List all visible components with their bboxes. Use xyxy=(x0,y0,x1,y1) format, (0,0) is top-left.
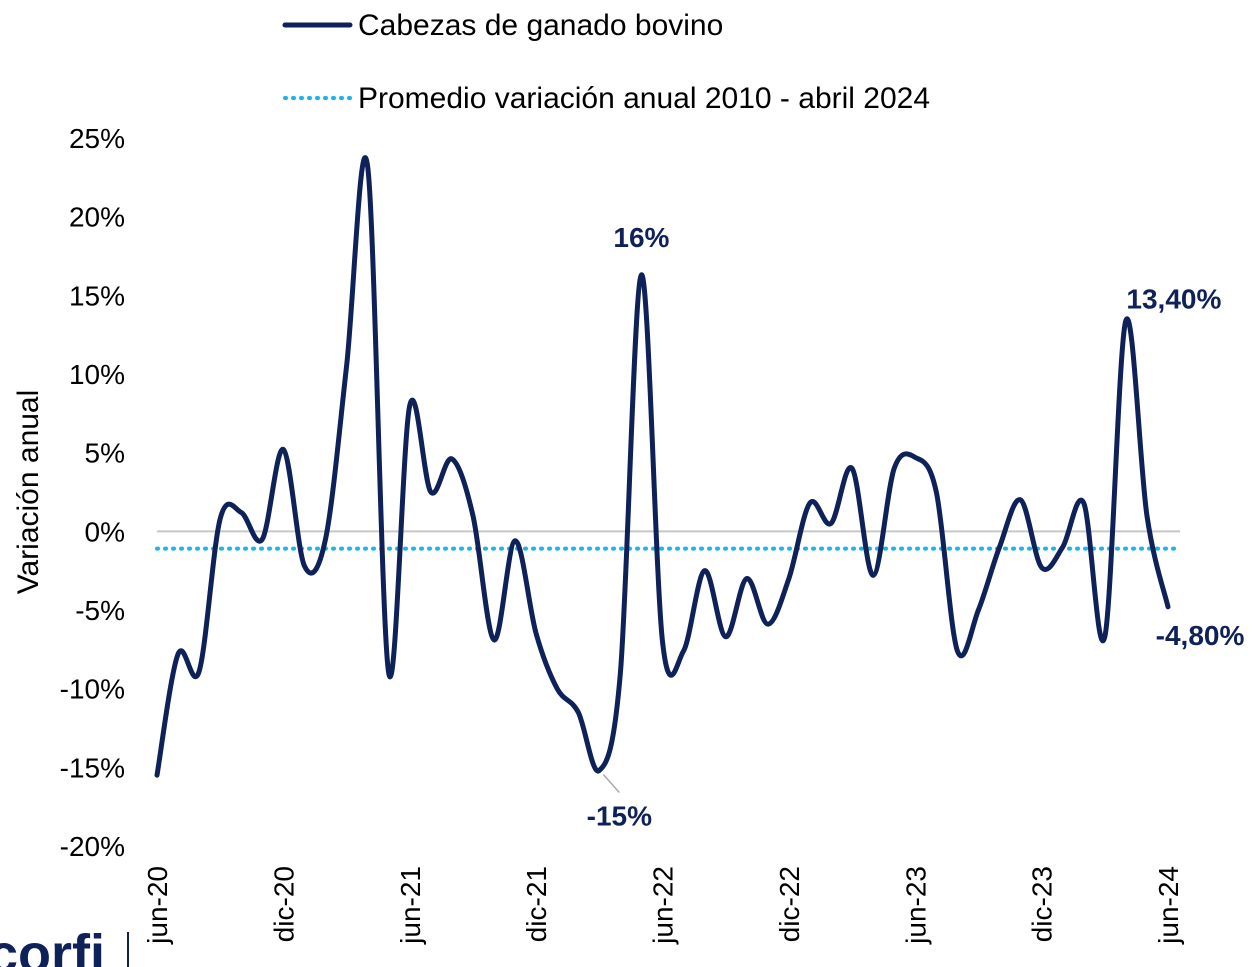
y-tick-label: 0% xyxy=(85,516,125,547)
x-tick-label: jun-24 xyxy=(1153,866,1184,945)
label-leader xyxy=(602,773,620,793)
y-tick-label: -15% xyxy=(60,752,125,783)
data-label: 13,40% xyxy=(1126,284,1221,315)
x-tick-label: jun-21 xyxy=(395,866,426,945)
y-axis-label: Variación anual xyxy=(12,390,45,595)
x-tick-label: jun-23 xyxy=(900,866,931,945)
legend-label: Cabezas de ganado bovino xyxy=(358,9,723,42)
x-tick-label: dic-23 xyxy=(1027,866,1058,942)
legend-label: Promedio variación anual 2010 - abril 20… xyxy=(358,82,930,115)
y-tick-label: 15% xyxy=(69,280,125,311)
y-tick-label: -5% xyxy=(75,595,125,626)
y-tick-label: 20% xyxy=(69,202,125,233)
y-tick-label: 5% xyxy=(85,438,125,469)
y-tick-label: -10% xyxy=(60,674,125,705)
data-label: -15% xyxy=(587,800,652,831)
x-tick-label: dic-22 xyxy=(774,866,805,942)
data-label: 16% xyxy=(613,222,669,253)
x-tick-label: dic-21 xyxy=(521,866,552,942)
x-tick-label: dic-20 xyxy=(268,866,299,942)
y-tick-label: 10% xyxy=(69,359,125,390)
x-tick-label: jun-22 xyxy=(648,866,679,945)
y-tick-label: 25% xyxy=(69,123,125,154)
data-label: -4,80% xyxy=(1156,620,1245,651)
y-tick-label: -20% xyxy=(60,831,125,862)
x-tick-label: jun-20 xyxy=(142,866,173,945)
logo: corfi xyxy=(0,924,105,967)
data-line xyxy=(154,155,1171,778)
